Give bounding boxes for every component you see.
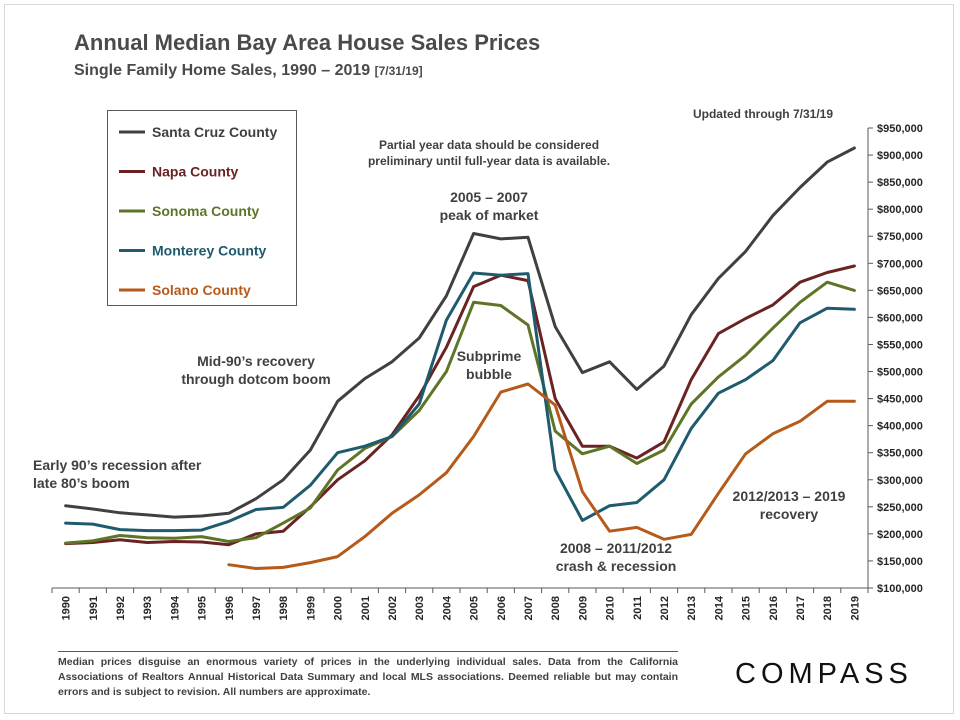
annotation-subprime-line: bubble (466, 366, 512, 382)
x-tick-label: 2008 (550, 596, 562, 620)
x-tick-label: 1999 (305, 596, 317, 620)
series-line-sonoma-county (64, 280, 856, 545)
annotation-recovery-line: 2012/2013 – 2019 (733, 488, 846, 504)
y-tick-label: $850,000 (877, 177, 923, 189)
series-line-santa-cruz-county (64, 146, 856, 519)
x-tick-label: 2018 (822, 596, 834, 620)
y-tick-label: $450,000 (877, 394, 923, 406)
y-tick-label: $550,000 (877, 339, 923, 351)
x-tick-label: 2002 (387, 596, 399, 620)
annotation-peak-line: peak of market (440, 207, 539, 223)
x-tick-label: 1996 (224, 596, 236, 620)
x-tick-label: 2019 (849, 596, 861, 620)
y-tick-label: $700,000 (877, 258, 923, 270)
annotation-early-90s-line: Early 90’s recession after (33, 457, 202, 473)
legend-label-napa-county: Napa County (152, 164, 239, 180)
x-tick-label: 2006 (496, 596, 508, 620)
y-tick-label: $600,000 (877, 312, 923, 324)
x-tick-label: 1994 (169, 595, 181, 620)
y-tick-label: $500,000 (877, 367, 923, 379)
footer-text: Median prices disguise an enormous varie… (58, 656, 678, 698)
y-tick-label: $800,000 (877, 204, 923, 216)
y-tick-label: $350,000 (877, 448, 923, 460)
x-tick-label: 1990 (61, 596, 73, 620)
x-tick-label: 2005 (469, 596, 481, 620)
x-tick-label: 1995 (197, 596, 209, 620)
x-tick-label: 2013 (686, 596, 698, 620)
legend-label-solano-county: Solano County (152, 282, 251, 298)
series-line-monterey-county (64, 271, 856, 533)
subtitle-date: [7/31/19] (374, 64, 423, 78)
footer-note: Median prices disguise an enormous varie… (58, 651, 678, 703)
x-tick-label: 1993 (142, 596, 154, 620)
annotation-updated-line: Updated through 7/31/19 (693, 107, 833, 121)
x-tick-label: 2003 (414, 596, 426, 620)
legend-label-sonoma-county: Sonoma County (152, 203, 260, 219)
x-tick-label: 2000 (333, 596, 345, 620)
y-tick-label: $400,000 (877, 421, 923, 433)
annotation-crash-line: crash & recession (556, 558, 677, 574)
annotation-subprime-line: Subprime (457, 348, 522, 364)
legend-box (107, 110, 297, 306)
x-tick-label: 2012 (659, 596, 671, 620)
x-tick-label: 1992 (115, 596, 127, 620)
annotation-peak-line: 2005 – 2007 (450, 189, 528, 205)
x-tick-label: 2015 (741, 596, 753, 620)
y-tick-label: $100,000 (877, 583, 923, 595)
compass-logo: COMPASS (735, 658, 913, 690)
y-tick-label: $150,000 (877, 556, 923, 568)
x-tick-label: 2001 (360, 596, 372, 620)
annotation-early-90s-line: late 80’s boom (33, 475, 130, 491)
annotation-mid-90s-line: through dotcom boom (181, 371, 330, 387)
series-line-napa-county (64, 264, 856, 547)
chart-frame (4, 4, 954, 714)
series-line-solano-county (227, 382, 856, 570)
x-tick-label: 1997 (251, 596, 263, 620)
x-tick-label: 2007 (523, 596, 535, 620)
y-tick-label: $650,000 (877, 285, 923, 297)
x-tick-label: 2011 (632, 596, 644, 620)
annotation-partial-year-line: Partial year data should be considered (379, 138, 599, 152)
annotation-crash-line: 2008 – 2011/2012 (560, 540, 672, 556)
x-tick-label: 2009 (577, 596, 589, 620)
chart-title: Annual Median Bay Area House Sales Price… (74, 30, 541, 55)
legend-label-monterey-county: Monterey County (152, 243, 267, 259)
annotation-mid-90s-line: Mid-90’s recovery (197, 353, 315, 369)
y-tick-label: $900,000 (877, 150, 923, 162)
chart-subtitle: Single Family Home Sales, 1990 – 2019 [7… (74, 62, 423, 80)
x-tick-label: 2004 (441, 595, 453, 620)
x-tick-label: 2016 (768, 596, 780, 620)
y-tick-label: $950,000 (877, 123, 923, 135)
x-tick-label: 2017 (795, 596, 807, 620)
annotation-partial-year-line: preliminary until full-year data is avai… (368, 154, 610, 168)
legend-label-santa-cruz-county: Santa Cruz County (152, 124, 277, 140)
subtitle-main: Single Family Home Sales, 1990 – 2019 (74, 62, 371, 79)
y-tick-label: $750,000 (877, 231, 923, 243)
y-tick-label: $200,000 (877, 529, 923, 541)
x-tick-label: 1998 (278, 596, 290, 620)
annotation-recovery-line: recovery (760, 506, 819, 522)
y-tick-label: $300,000 (877, 475, 923, 487)
x-tick-label: 1991 (88, 596, 100, 620)
x-tick-label: 2010 (605, 596, 617, 620)
x-tick-label: 2014 (713, 595, 725, 620)
y-tick-label: $250,000 (877, 502, 923, 514)
